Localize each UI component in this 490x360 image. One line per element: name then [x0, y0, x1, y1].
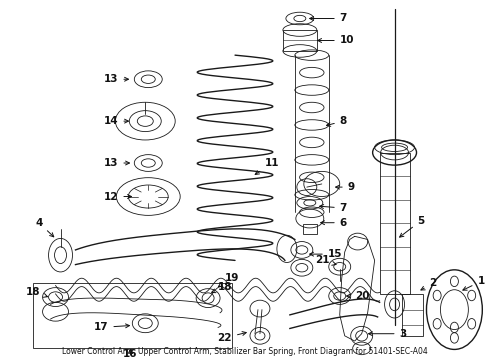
Text: 13: 13 — [104, 74, 128, 84]
Text: 12: 12 — [104, 192, 131, 202]
Text: 13: 13 — [104, 158, 129, 168]
Text: 18: 18 — [26, 287, 48, 297]
Bar — [401, 294, 423, 336]
Text: 1: 1 — [463, 276, 485, 290]
Text: 22: 22 — [218, 332, 246, 343]
Text: 6: 6 — [320, 218, 347, 228]
Text: 14: 14 — [104, 116, 128, 126]
Bar — [33, 283, 232, 348]
Text: 18: 18 — [212, 282, 233, 293]
Text: 7: 7 — [310, 13, 347, 23]
Text: 5: 5 — [400, 216, 425, 237]
Bar — [283, 30, 317, 51]
Text: 20: 20 — [346, 291, 369, 301]
Text: 15: 15 — [310, 249, 342, 259]
Text: 11: 11 — [255, 158, 279, 175]
Text: 9: 9 — [336, 182, 355, 192]
Text: 3: 3 — [368, 329, 407, 339]
Text: 2: 2 — [421, 278, 437, 290]
Text: 21: 21 — [315, 255, 336, 265]
Text: 4: 4 — [35, 218, 54, 237]
Text: 17: 17 — [94, 323, 129, 332]
Text: 7: 7 — [319, 203, 347, 213]
Bar — [380, 153, 410, 294]
Text: 10: 10 — [318, 36, 354, 45]
Text: 8: 8 — [326, 116, 347, 126]
Text: 16: 16 — [123, 348, 138, 359]
Text: Lower Control Arm, Upper Control Arm, Stabilizer Bar Spring, Front Diagram for 5: Lower Control Arm, Upper Control Arm, St… — [62, 347, 428, 356]
Text: 19: 19 — [219, 273, 240, 287]
Bar — [303, 224, 317, 234]
